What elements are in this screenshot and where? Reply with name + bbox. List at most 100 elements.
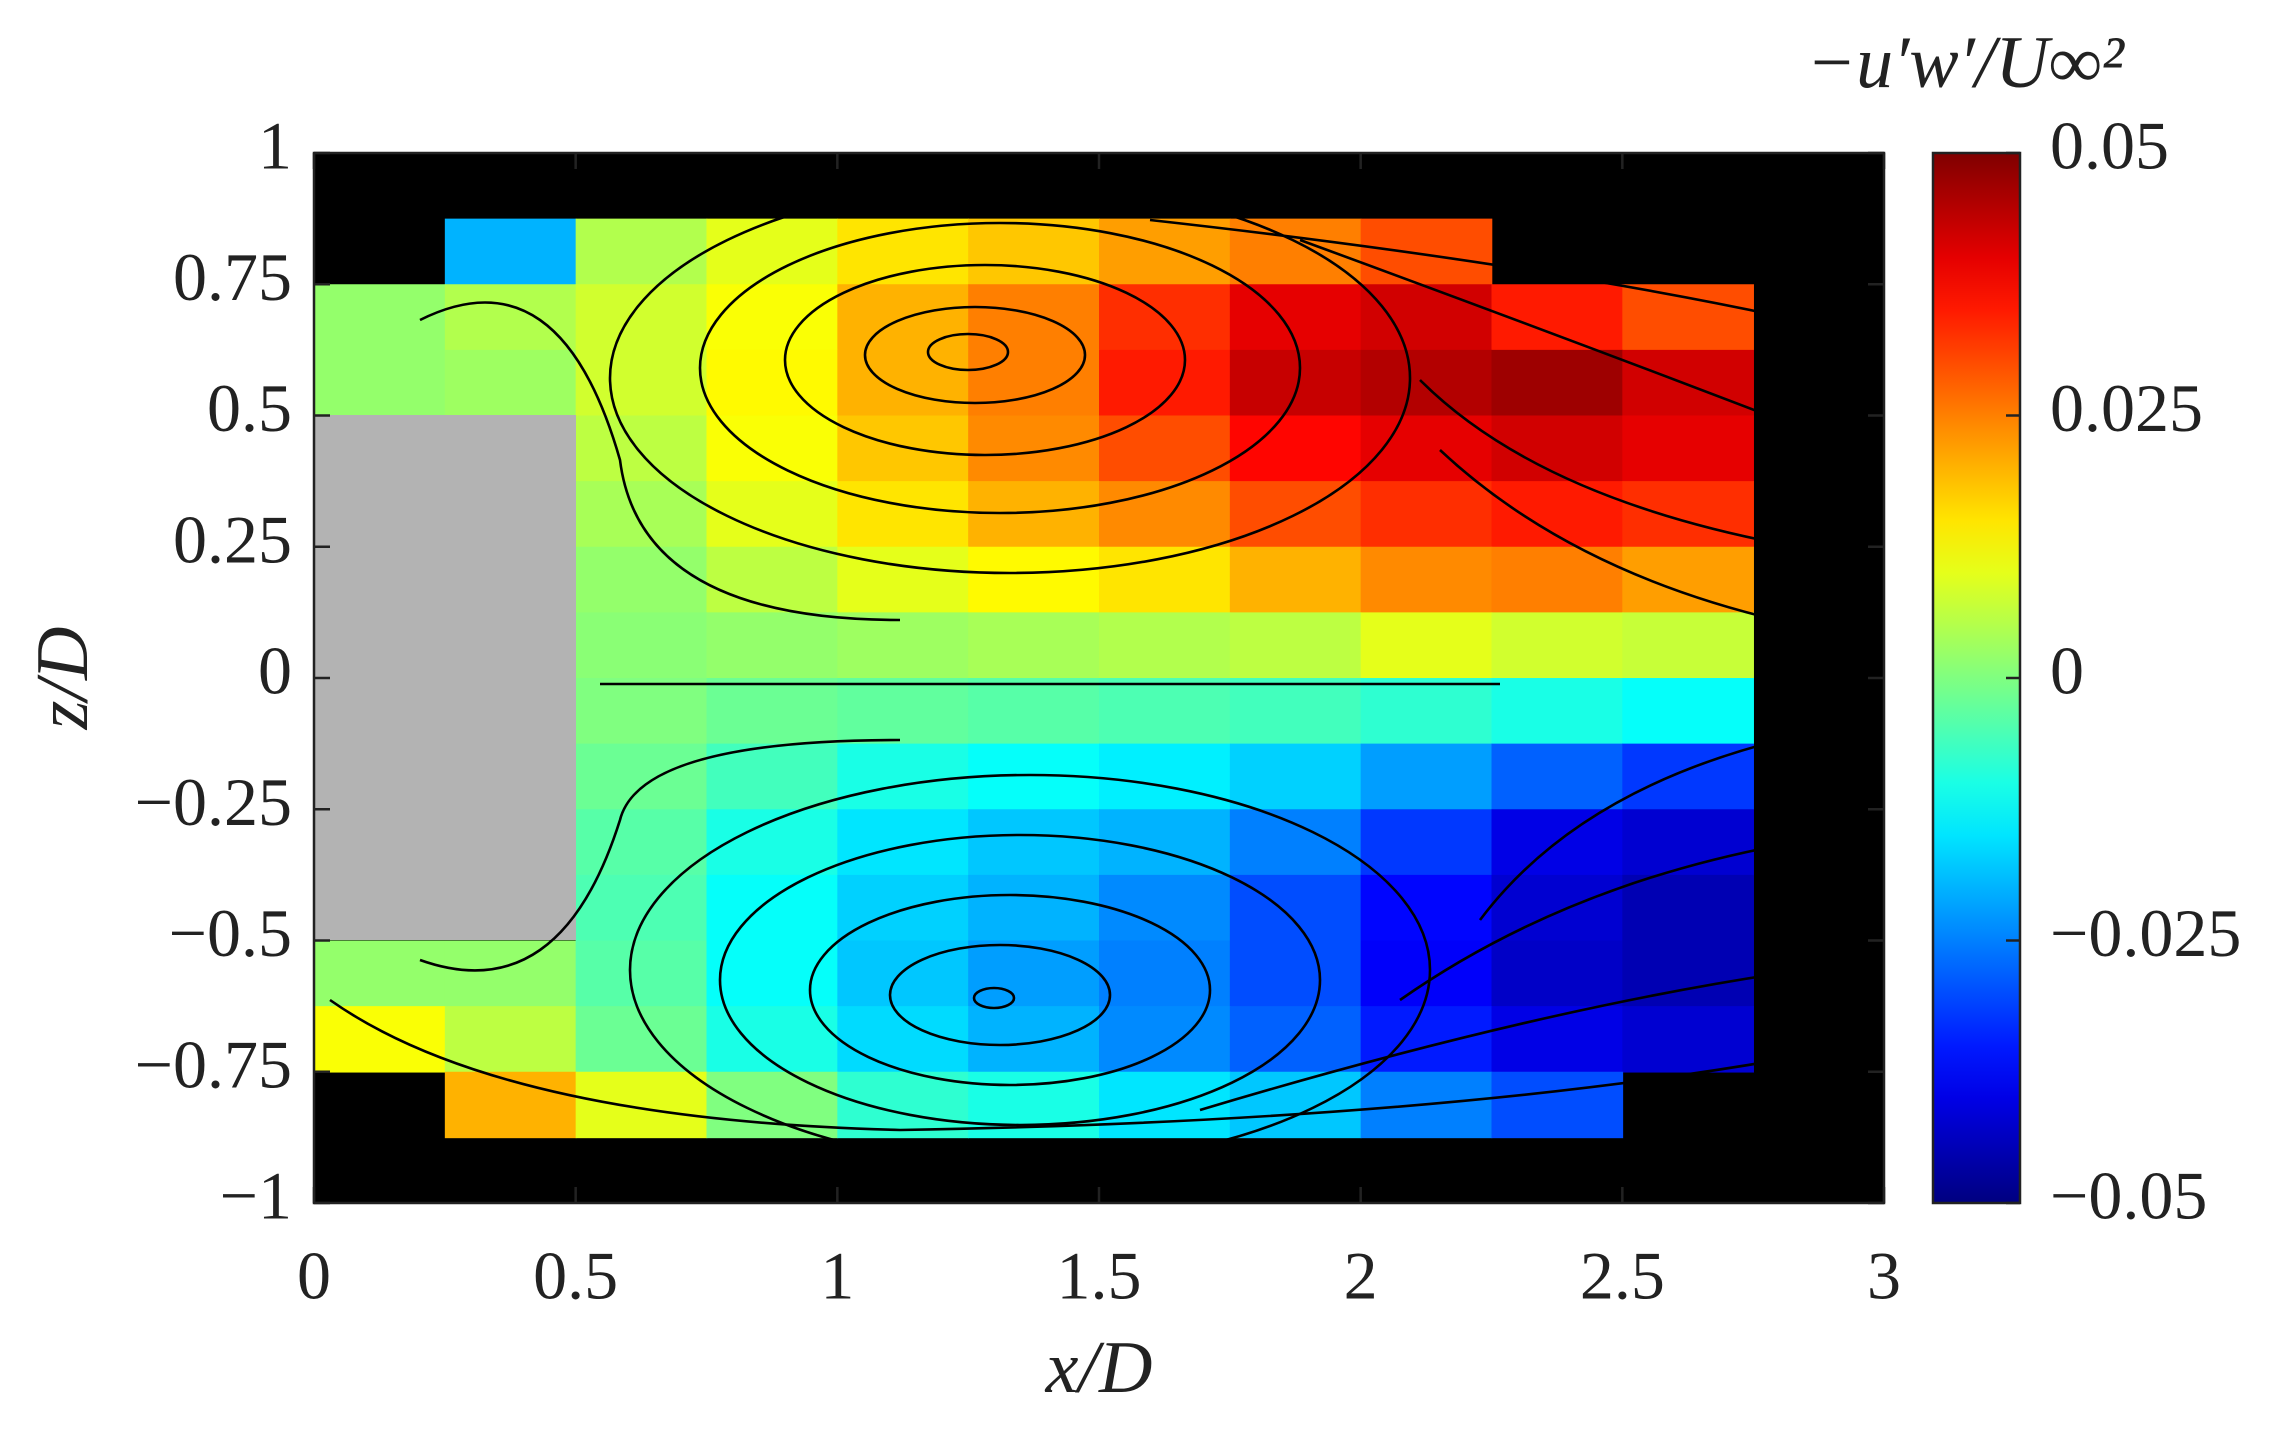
field-cell	[1622, 612, 1754, 679]
field-cell	[1491, 349, 1624, 417]
streamline	[329, 998, 1884, 1132]
streamline	[972, 986, 1016, 1010]
field-cell	[1229, 743, 1362, 811]
x-tick-label: 2.5	[1580, 1238, 1665, 1314]
field-cell	[1491, 743, 1624, 811]
colorbar-tick-label: −0.025	[2050, 895, 2241, 971]
field-cell	[1229, 612, 1362, 679]
field-cell	[968, 1006, 1100, 1073]
streamline	[419, 738, 901, 972]
field-cell	[1099, 743, 1231, 811]
streamline	[628, 773, 1432, 1167]
streamline	[1478, 718, 1884, 921]
field-cell	[1491, 612, 1624, 679]
field-cell	[1099, 612, 1231, 679]
streamline	[608, 181, 1412, 575]
x-tick-label: 0	[297, 1238, 331, 1314]
field-cell	[1622, 809, 1754, 876]
field-cell	[968, 612, 1100, 679]
x-tick-label: 1	[820, 1238, 854, 1314]
field-cell	[1360, 612, 1493, 679]
field-cell	[837, 612, 969, 679]
field-cell	[1491, 415, 1624, 482]
field-cell	[575, 218, 708, 286]
field-cell	[837, 415, 969, 482]
field-cell	[706, 546, 839, 614]
field-cell	[837, 546, 969, 614]
field-cell	[1622, 874, 1754, 942]
field-cell	[1491, 940, 1624, 1007]
field-cell	[444, 940, 577, 1007]
field-cell	[575, 349, 708, 417]
streamline	[1299, 238, 1884, 462]
field-cell	[968, 349, 1100, 417]
field-cell	[1229, 1006, 1362, 1073]
field-cell	[1622, 1006, 1754, 1073]
streamline	[926, 332, 1010, 372]
x-axis-label: x/D	[1045, 1327, 1153, 1409]
field-cell	[575, 678, 708, 745]
y-tick-label: 1	[258, 108, 292, 184]
field-cell	[706, 1071, 839, 1139]
field-cell	[1491, 1071, 1624, 1139]
field-cell	[1229, 284, 1362, 351]
field-cell	[444, 284, 577, 351]
field-cell	[837, 743, 969, 811]
field-cell	[837, 874, 969, 942]
field-cell	[1360, 874, 1493, 942]
y-tick-label: −0.75	[135, 1026, 292, 1102]
field-cell	[1360, 743, 1493, 811]
streamline	[1439, 449, 1884, 642]
field-cell	[575, 284, 708, 351]
field-cell	[706, 940, 839, 1007]
field-cell	[1622, 415, 1754, 482]
streamline	[1399, 828, 1884, 1002]
field-cell	[837, 218, 969, 286]
field-cell	[706, 284, 839, 351]
field-cell	[314, 1006, 446, 1073]
field-cell	[1360, 546, 1493, 614]
streamline	[718, 833, 1322, 1127]
field-cell	[575, 940, 708, 1007]
y-tick-label: −1	[220, 1158, 292, 1234]
field-cell	[837, 1071, 969, 1139]
field-cell	[1360, 284, 1493, 351]
field-cell	[1229, 678, 1362, 745]
field-cell	[1360, 218, 1493, 286]
field-cell	[1491, 1006, 1624, 1073]
y-tick-label: −0.5	[169, 895, 292, 971]
streamline	[783, 263, 1187, 457]
field-cell	[1622, 349, 1754, 417]
colorbar-tick-label: −0.05	[2050, 1158, 2207, 1234]
field	[314, 218, 1754, 1139]
x-tick-label: 1.5	[1057, 1238, 1142, 1314]
y-axis-label: z/D	[22, 627, 104, 731]
field-cell	[968, 940, 1100, 1007]
streamline	[1199, 958, 1884, 1112]
field-cell	[1099, 1006, 1231, 1073]
field-cell	[1622, 284, 1754, 351]
field-cell	[1491, 546, 1624, 614]
field-cell	[444, 1071, 577, 1139]
field-cell	[837, 349, 969, 417]
field-cell	[575, 1071, 708, 1139]
streamline	[419, 301, 901, 622]
y-tick-label: −0.25	[135, 764, 292, 840]
field-cell	[444, 218, 577, 286]
field-cell	[575, 415, 708, 482]
x-tick-label: 3	[1867, 1238, 1901, 1314]
field-cell	[575, 612, 708, 679]
colorbar	[1931, 151, 2022, 1205]
field-cell	[1229, 809, 1362, 876]
field-cell	[1491, 284, 1624, 351]
field-cell	[1099, 481, 1231, 548]
field-cell	[1099, 1071, 1231, 1139]
colorbar-tick-label: 0	[2050, 633, 2084, 709]
field-cell	[1360, 349, 1493, 417]
field-cell	[968, 546, 1100, 614]
y-tick-label: 0	[258, 633, 292, 709]
field-cell	[968, 874, 1100, 942]
field-cell	[1099, 218, 1231, 286]
field-cell	[1491, 481, 1624, 548]
